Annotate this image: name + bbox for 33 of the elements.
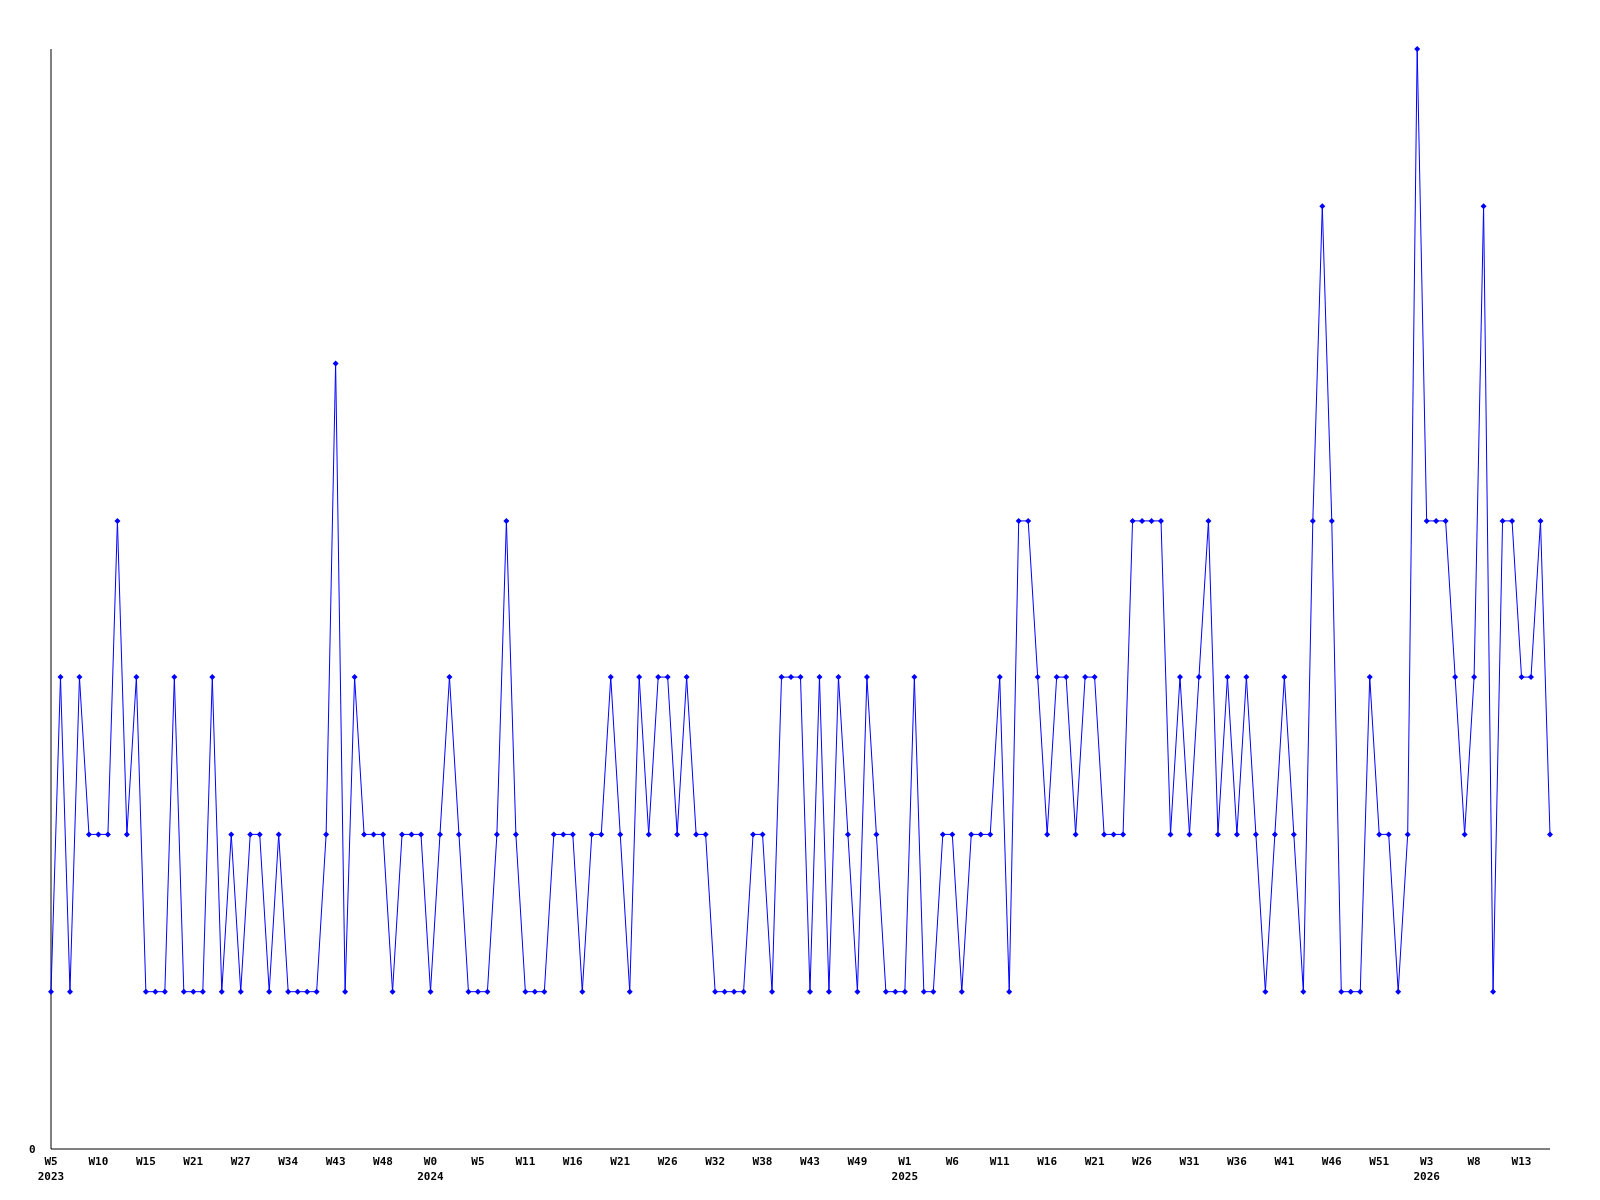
x-tick-label: W11 — [989, 1155, 1011, 1168]
x-tick-label: W10 — [88, 1155, 109, 1168]
x-tick-label: W34 — [278, 1155, 299, 1168]
x-tick-label: W46 — [1321, 1155, 1343, 1168]
x-tick-label: W16 — [562, 1155, 584, 1168]
x-tick-label: W43 — [800, 1155, 820, 1168]
x-tick-label: W1 2025 — [891, 1155, 919, 1183]
x-tick-label: W5 — [471, 1155, 485, 1168]
x-tick-label: W6 — [945, 1155, 960, 1168]
x-tick-label: W27 — [230, 1155, 251, 1168]
x-tick-label: W32 — [705, 1155, 726, 1168]
x-tick-label: W5 2023 — [37, 1155, 65, 1183]
x-tick-label: W26 — [657, 1155, 678, 1168]
text: 0 — [29, 1143, 36, 1156]
x-tick-label: W8 — [1467, 1155, 1481, 1168]
x-tick-label: W16 — [1037, 1155, 1058, 1168]
x-tick-label: W43 — [325, 1155, 346, 1168]
x-tick-label: W41 — [1274, 1155, 1295, 1168]
x-tick-label: W49 — [847, 1155, 868, 1168]
x-tick-label: W48 — [373, 1155, 393, 1168]
x-tick-label: W11 — [515, 1155, 536, 1168]
x-tick-label: W15 — [135, 1155, 156, 1168]
x-tick-label: W26 — [1132, 1155, 1153, 1168]
x-tick-label: W21 — [1084, 1155, 1105, 1168]
x-tick-label: W21 — [183, 1155, 204, 1168]
x-tick-label: W51 — [1369, 1155, 1390, 1168]
x-tick-label: W38 — [752, 1155, 773, 1168]
x-tick-label: W31 — [1179, 1155, 1200, 1168]
x-tick-label: W36 — [1226, 1155, 1248, 1168]
x-tick-label: W0 2024 — [417, 1155, 445, 1183]
x-tick-label: W3 2026 — [1413, 1155, 1441, 1183]
x-tick-label: W13 — [1511, 1155, 1532, 1168]
x-tick-label: W21 — [610, 1155, 631, 1168]
